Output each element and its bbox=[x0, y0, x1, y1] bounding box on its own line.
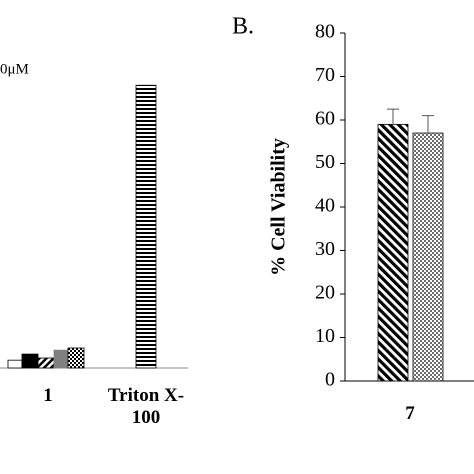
x-tick-label: 7 bbox=[405, 403, 415, 424]
bar bbox=[37, 357, 55, 369]
panel-label: B. bbox=[232, 14, 254, 40]
legend-text: 0μM bbox=[0, 61, 29, 77]
bar bbox=[377, 123, 409, 382]
bar bbox=[67, 347, 85, 369]
bar bbox=[135, 84, 157, 369]
error-bar bbox=[422, 115, 434, 134]
error-bar bbox=[387, 108, 399, 125]
y-axis-title: % Cell Viability bbox=[268, 138, 290, 276]
bar bbox=[53, 349, 69, 369]
x-tick-label: 1 bbox=[43, 385, 53, 406]
y-tick-label: 80 bbox=[315, 21, 335, 43]
x-tick-label: Triton X-100 bbox=[107, 385, 185, 428]
y-tick-label: 50 bbox=[315, 151, 335, 173]
y-tick-label: 70 bbox=[315, 64, 335, 86]
bar bbox=[412, 132, 444, 382]
bar bbox=[21, 353, 39, 369]
y-tick-label: 10 bbox=[315, 325, 335, 347]
y-tick-label: 40 bbox=[315, 195, 335, 217]
bar bbox=[7, 359, 23, 369]
y-tick-label: 0 bbox=[325, 369, 335, 391]
y-tick-label: 60 bbox=[315, 108, 335, 130]
y-tick-label: 30 bbox=[315, 238, 335, 260]
y-tick-label: 20 bbox=[315, 282, 335, 304]
